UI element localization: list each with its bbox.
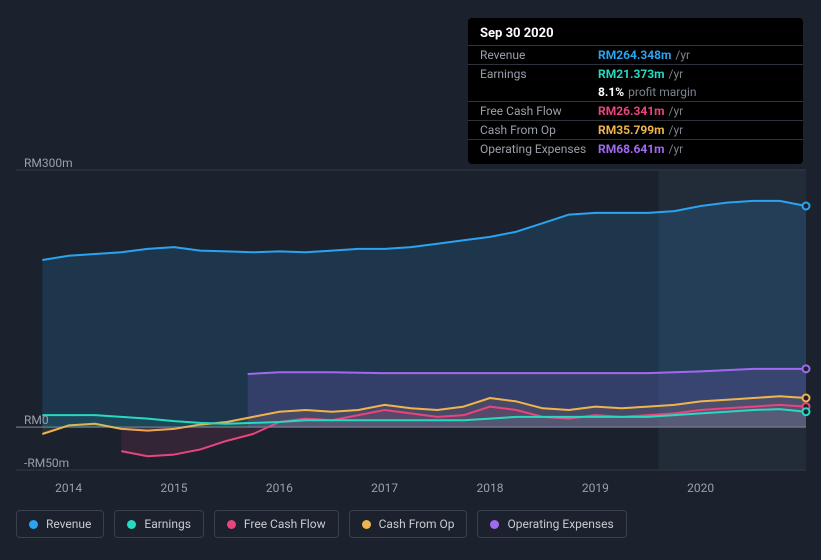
x-axis-label: 2016 [266,481,293,495]
tooltip-row-suffix: /yr [669,104,684,118]
x-axis-label: 2017 [371,481,398,495]
tooltip-row-suffix: /yr [669,67,684,81]
x-axis-label: 2020 [687,481,714,495]
x-axis-label: 2015 [161,481,188,495]
legend-dot [227,520,236,529]
legend-item[interactable]: Revenue [16,510,104,538]
legend-dot [490,520,499,529]
tooltip-row-suffix: /yr [669,123,684,137]
legend-dot [127,520,136,529]
tooltip-row-value: RM21.373m [598,67,665,81]
tooltip-row-label: Cash From Op [480,123,598,137]
tooltip-row: EarningsRM21.373m/yr [468,64,803,83]
y-axis-label: -RM50m [24,456,69,470]
chart-legend: Revenue Earnings Free Cash Flow Cash From O… [16,510,627,538]
x-axis-label: 2014 [55,481,82,495]
tooltip-row-value: RM35.799m [598,123,665,137]
y-axis-label: RM300m [24,156,73,170]
legend-dot [362,520,371,529]
legend-label: Free Cash Flow [244,517,326,531]
chart-svg [0,150,821,510]
legend-label: Earnings [144,517,191,531]
legend-item[interactable]: Earnings [114,510,204,538]
tooltip-row: Free Cash FlowRM26.341m/yr [468,101,803,120]
tooltip-row: 8.1% profit margin [468,83,803,101]
tooltip-row: RevenueRM264.348m/yr [468,45,803,64]
legend-item[interactable]: Cash From Op [349,510,468,538]
tooltip-row-value: RM26.341m [598,104,665,118]
tooltip-date: Sep 30 2020 [468,24,803,45]
y-axis-label: RM0 [24,413,49,427]
legend-item[interactable]: Operating Expenses [477,510,626,538]
x-axis-label: 2019 [582,481,609,495]
chart-tooltip: Sep 30 2020 RevenueRM264.348m/yrEarnings… [468,18,803,164]
tooltip-row-label [480,85,598,99]
legend-label: Revenue [46,517,91,531]
legend-label: Cash From Op [379,517,455,531]
legend-item[interactable]: Free Cash Flow [214,510,339,538]
tooltip-row-label: Revenue [480,48,598,62]
x-axis-label: 2018 [477,481,504,495]
tooltip-row-suffix: profit margin [628,85,696,99]
tooltip-row-label: Earnings [480,67,598,81]
tooltip-row: Cash From OpRM35.799m/yr [468,120,803,139]
tooltip-row-value: RM264.348m [598,48,671,62]
tooltip-row-label: Free Cash Flow [480,104,598,118]
legend-dot [29,520,38,529]
legend-label: Operating Expenses [507,517,613,531]
financials-chart[interactable]: RM300m RM0 -RM50m 2014 2015 2016 2017 2018 2019… [0,150,821,530]
tooltip-row-value: 8.1% [598,85,624,99]
tooltip-row-suffix: /yr [675,48,690,62]
